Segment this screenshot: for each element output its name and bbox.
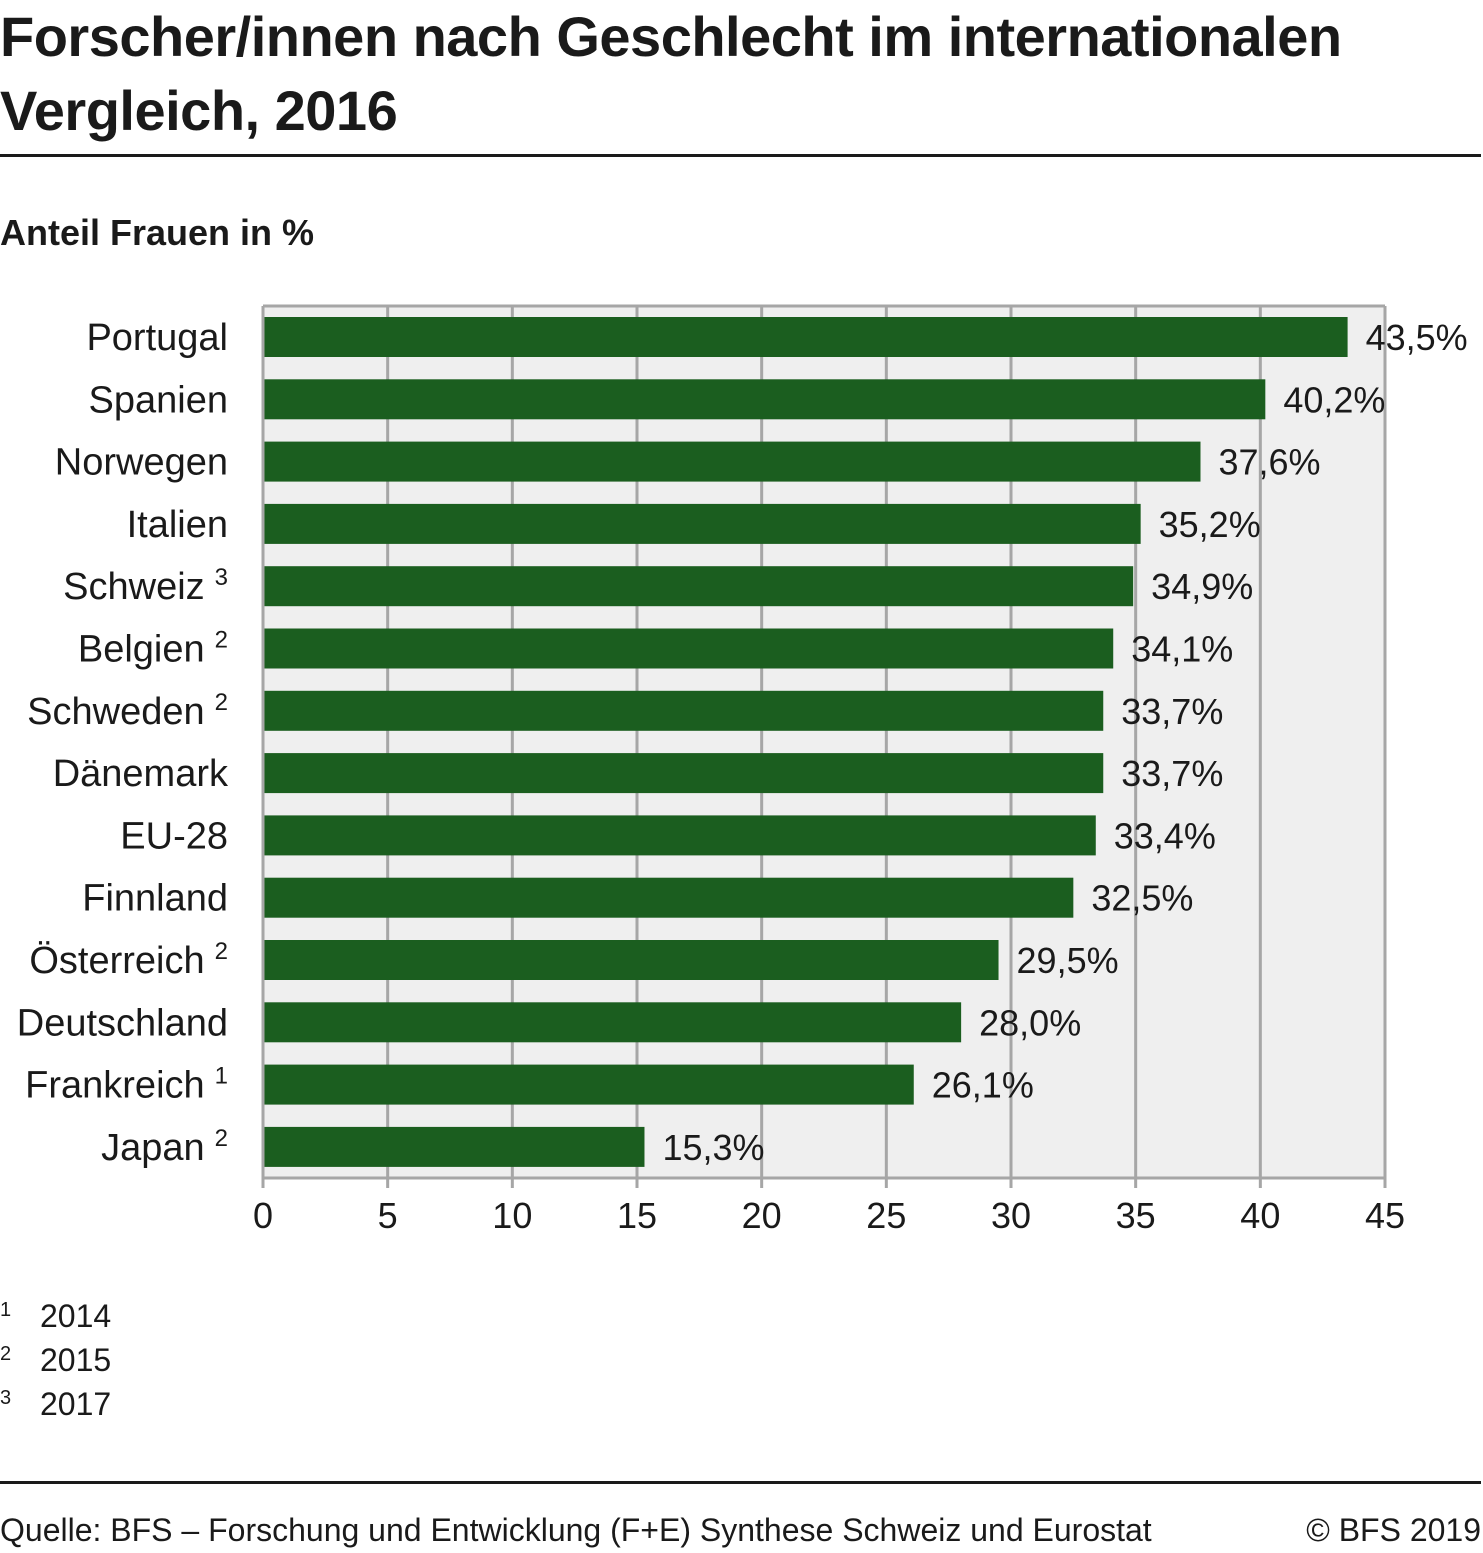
copyright-note: © BFS 2019 (1306, 1512, 1481, 1548)
footnote-text: 2014 (40, 1298, 112, 1334)
category-label: Österreich 2 (29, 938, 228, 982)
plot-area (263, 306, 1385, 1178)
category-label: Deutschland (17, 1002, 228, 1044)
bar (263, 566, 1134, 607)
category-label: EU-28 (120, 815, 228, 857)
bar (263, 877, 1074, 918)
x-tick-label: 0 (253, 1195, 273, 1236)
footer-divider (0, 1481, 1481, 1484)
data-label: 40,2% (1283, 379, 1385, 420)
title-divider (0, 154, 1481, 157)
bar (263, 628, 1114, 669)
category-label: Portugal (86, 317, 228, 359)
chart-title: Forscher/innen nach Geschlecht im intern… (0, 5, 1342, 142)
bar (263, 753, 1104, 794)
x-tick-label: 15 (617, 1195, 657, 1236)
x-tick-label: 20 (742, 1195, 782, 1236)
bar (263, 815, 1096, 856)
chart-subtitle: Anteil Frauen in % (0, 212, 315, 253)
data-label: 15,3% (662, 1127, 764, 1168)
footnote-mark: 2 (0, 1343, 12, 1365)
category-label: Finnland (82, 878, 228, 920)
bar (263, 379, 1266, 420)
category-label: Frankreich 1 (25, 1063, 228, 1107)
bar (263, 1126, 645, 1167)
data-label: 28,0% (979, 1002, 1081, 1043)
x-tick-label: 10 (492, 1195, 532, 1236)
footnote-mark: 3 (0, 1387, 12, 1409)
footnote-text: 2017 (40, 1386, 112, 1422)
data-label: 34,9% (1151, 566, 1253, 607)
x-tick-label: 40 (1240, 1195, 1280, 1236)
category-label: Spanien (89, 379, 228, 421)
bar (263, 441, 1201, 482)
category-label: Dänemark (53, 753, 229, 795)
category-label: Italien (127, 504, 228, 546)
category-label: Belgien 2 (78, 627, 228, 671)
footnote-text: 2015 (40, 1342, 112, 1378)
data-label: 33,7% (1121, 753, 1223, 794)
bar (263, 1002, 962, 1043)
bar (263, 503, 1141, 544)
x-tick-label: 30 (991, 1195, 1031, 1236)
footnote-mark: 1 (0, 1299, 12, 1321)
data-label: 33,4% (1114, 815, 1216, 856)
data-label: 29,5% (1017, 940, 1119, 981)
x-tick-label: 35 (1116, 1195, 1156, 1236)
data-label: 34,1% (1131, 629, 1233, 670)
data-label: 33,7% (1121, 691, 1223, 732)
category-label: Japan 2 (101, 1125, 228, 1169)
x-tick-label: 5 (378, 1195, 398, 1236)
category-label: Schweden 2 (27, 689, 228, 733)
bar (263, 317, 1348, 357)
data-label: 37,6% (1218, 442, 1320, 483)
data-label: 35,2% (1159, 504, 1261, 545)
source-note: Quelle: BFS – Forschung und Entwicklung … (0, 1512, 1152, 1548)
bar (263, 690, 1104, 731)
bar (263, 1064, 914, 1105)
x-tick-label: 25 (866, 1195, 906, 1236)
bar (263, 940, 999, 980)
category-label: Schweiz 3 (63, 564, 228, 608)
data-label: 26,1% (932, 1065, 1034, 1106)
bar-chart: 0 5 10 15 20 25 30 35 40 45 43,5% Portugal 40,2% Span… (17, 304, 1468, 1236)
data-label: 32,5% (1091, 878, 1193, 919)
x-tick-label: 45 (1365, 1195, 1405, 1236)
data-label: 43,5% (1366, 317, 1468, 358)
category-label: Norwegen (55, 442, 228, 484)
